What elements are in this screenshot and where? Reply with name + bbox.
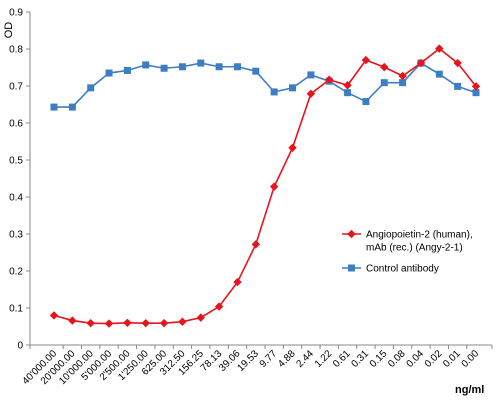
legend-label: Angiopoietin-2 (human),: [366, 230, 473, 241]
legend-marker: [348, 264, 355, 272]
y-tick-label: 0.7: [9, 82, 23, 93]
series-layer: [49, 44, 481, 328]
data-point: [50, 103, 58, 111]
data-point: [197, 59, 205, 67]
y-tick-label: 0.3: [9, 230, 23, 241]
data-point: [160, 64, 168, 72]
x-tick-label: 0.04: [405, 348, 427, 370]
x-tick-label: 0.00: [460, 348, 482, 370]
x-tick-label: 2.44: [294, 348, 316, 370]
x-tick-label: 0.01: [441, 348, 463, 370]
data-point: [252, 67, 260, 75]
data-point: [159, 318, 169, 328]
data-point: [399, 79, 407, 87]
x-tick-label: 4.88: [276, 348, 298, 370]
series-angiopoietin-2: [49, 44, 481, 328]
legend-label: mAb (rec.) (Angy-2-1): [366, 243, 463, 254]
legend-item: Angiopoietin-2 (human), mAb (rec.) (Angy-…: [342, 230, 473, 254]
data-point: [215, 63, 223, 71]
data-point: [325, 75, 334, 84]
data-point: [416, 58, 426, 68]
data-point: [471, 82, 481, 91]
x-tick-label: 0.61: [331, 348, 353, 370]
legend-label: Control antibody: [366, 264, 439, 275]
data-point: [435, 70, 443, 78]
y-tick-label: 0.8: [9, 45, 23, 56]
data-point: [472, 89, 480, 97]
data-point: [233, 277, 242, 287]
data-point: [307, 71, 315, 79]
x-tick-label: 1.22: [313, 348, 335, 370]
x-tick-label: 0.02: [423, 348, 445, 370]
data-point: [453, 58, 462, 68]
y-tick-label: 0.1: [9, 304, 23, 315]
data-point: [178, 63, 186, 71]
data-point: [87, 84, 95, 92]
data-point: [251, 240, 261, 249]
data-point: [270, 88, 278, 96]
legend-item: Control antibody: [342, 264, 439, 275]
data-point: [454, 82, 462, 90]
data-point: [86, 318, 95, 328]
data-point: [68, 103, 76, 111]
y-ticks: 0 0.1 0.2 0.3 0.4 0.5 0.6 0.7 0.8 0.9: [9, 8, 30, 352]
y-tick-label: 0.5: [9, 156, 23, 167]
y-tick-label: 0.9: [9, 8, 23, 19]
data-point: [306, 89, 316, 98]
data-point: [142, 61, 150, 69]
data-point: [214, 302, 224, 311]
data-point: [178, 317, 187, 326]
data-point: [398, 71, 407, 81]
data-point: [362, 98, 370, 106]
data-point: [49, 311, 59, 320]
data-point: [141, 318, 150, 328]
y-tick-label: 0: [17, 341, 23, 352]
data-point: [288, 143, 297, 152]
series-line: [53, 47, 477, 325]
data-point: [104, 319, 114, 328]
y-tick-label: 0.4: [9, 193, 23, 204]
data-point: [344, 89, 352, 97]
data-point: [343, 81, 352, 90]
x-tick-label: 19.53: [235, 348, 261, 374]
x-tick-label: 0.08: [386, 348, 408, 370]
data-point: [380, 79, 388, 87]
x-ticks: 40'000.0020'000.0010'000.005'000.002'500…: [20, 345, 493, 387]
axes-layer: [29, 12, 492, 346]
y-axis-title: OD: [3, 22, 15, 39]
data-point: [289, 84, 297, 92]
data-point: [233, 63, 241, 71]
data-point: [68, 316, 77, 325]
data-point: [196, 313, 205, 322]
data-point: [105, 69, 113, 77]
y-tick-label: 0.6: [9, 119, 23, 130]
x-tick-label: 0.15: [368, 348, 390, 370]
data-point: [123, 66, 131, 74]
x-tick-label: 0.31: [349, 348, 371, 370]
data-point: [380, 62, 389, 72]
data-point: [361, 55, 371, 65]
x-tick-label: 9.77: [258, 348, 280, 370]
data-point: [435, 44, 444, 53]
x-axis-title: ng/ml: [455, 384, 484, 396]
legend: Angiopoietin-2 (human), mAb (rec.) (Angy-…: [342, 230, 473, 275]
data-point: [269, 182, 279, 191]
data-point: [123, 318, 132, 327]
legend-marker: [347, 229, 356, 239]
y-tick-label: 0.2: [9, 267, 23, 278]
